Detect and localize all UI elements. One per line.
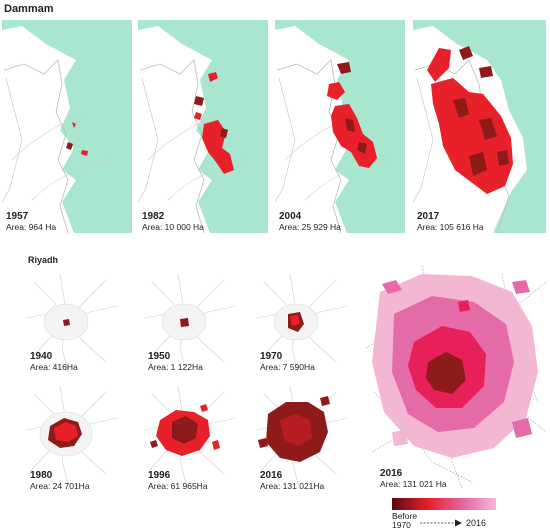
urban-patch <box>337 62 351 74</box>
urban-patch <box>63 319 70 326</box>
legend-start-label: Before 1970 <box>392 511 418 530</box>
riyadh-title: Riyadh <box>28 255 59 265</box>
riyadh-map-1950: 1950 Area: 1 122Ha <box>138 268 242 374</box>
area-label: Area: 7 590Ha <box>260 362 315 372</box>
sea-area <box>2 20 132 233</box>
coastline <box>276 59 342 233</box>
urban-patch <box>172 416 198 444</box>
area-label: Area: 10 000 Ha <box>142 222 204 232</box>
legend-gradient-bar <box>392 498 496 510</box>
urban-patch <box>357 142 367 154</box>
urban-patch <box>212 440 220 450</box>
urban-patch <box>320 396 330 406</box>
urban-patch <box>331 104 377 168</box>
urban-patch <box>458 300 470 312</box>
area-label: Area: 61 965Ha <box>148 481 208 491</box>
dammam-title: Dammam <box>4 3 54 15</box>
dammam-map-2004: 2004 Area: 25 929 Ha <box>275 20 405 233</box>
urban-patch <box>220 128 228 138</box>
urban-patch <box>469 152 487 176</box>
year-label: 1980 <box>30 470 53 481</box>
urban-patch <box>479 66 493 78</box>
coastline <box>139 59 205 233</box>
urban-patch <box>66 142 73 150</box>
area-label: Area: 131 021Ha <box>260 481 325 491</box>
year-label: 1996 <box>148 470 171 481</box>
road <box>147 115 249 201</box>
year-label: 1970 <box>260 351 283 362</box>
boundary <box>2 77 23 203</box>
urban-patch <box>266 402 328 462</box>
urban-patch <box>72 122 76 128</box>
urban-patch <box>459 46 473 60</box>
year-label: 2016 <box>260 470 283 481</box>
urban-patch <box>194 96 204 106</box>
riyadh-map-1940: 1940 Area: 416Ha <box>20 268 124 374</box>
urban-patch <box>54 422 78 442</box>
area-label: Area: 131 021 Ha <box>380 479 447 489</box>
urban-extent-1970 <box>426 352 466 394</box>
urban-patch <box>431 78 513 194</box>
arrow-right-icon <box>420 519 462 527</box>
riyadh-map-1970: 1970 Area: 7 590Ha <box>250 268 354 374</box>
coastline <box>3 59 69 233</box>
riyadh-map-2016: 2016 Area: 131 021Ha <box>250 380 354 492</box>
urban-patch <box>202 120 234 174</box>
area-label: Area: 24 701Ha <box>30 481 90 491</box>
urban-patch <box>382 280 402 294</box>
urban-patch <box>200 404 208 412</box>
riyadh-map-2016-large: 2016 Area: 131 021 Ha <box>362 262 548 490</box>
urban-patch <box>150 440 158 448</box>
urban-patch <box>427 48 451 82</box>
year-label: 2016 <box>380 468 403 479</box>
urban-patch <box>280 414 312 446</box>
urban-patch <box>208 72 218 82</box>
urban-patch <box>81 150 88 156</box>
sea-area <box>413 20 546 233</box>
year-label: 1940 <box>30 351 53 362</box>
sea-area <box>138 20 268 233</box>
road <box>11 115 113 201</box>
urban-patch <box>479 118 497 140</box>
urban-patch <box>258 438 268 448</box>
year-label: 1950 <box>148 351 171 362</box>
urban-patch <box>194 112 202 120</box>
year-label: 2004 <box>279 211 302 222</box>
year-label: 1957 <box>6 211 29 222</box>
area-label: Area: 25 929 Ha <box>279 222 341 232</box>
urban-patch <box>290 315 300 326</box>
area-label: Area: 105 616 Ha <box>417 222 484 232</box>
area-label: Area: 1 122Ha <box>148 362 203 372</box>
year-label: 2017 <box>417 211 440 222</box>
riyadh-map-1980: 1980 Area: 24 701Ha <box>20 380 124 492</box>
boundary <box>413 77 434 203</box>
dammam-map-1982: 1982 Area: 10 000 Ha <box>138 20 268 233</box>
boundary <box>138 77 159 203</box>
area-label: Area: 964 Ha <box>6 222 57 232</box>
year-label: 1982 <box>142 211 165 222</box>
urban-patch <box>392 430 408 446</box>
dammam-map-1957: 1957 Area: 964 Ha <box>2 20 132 233</box>
urban-patch <box>180 318 189 327</box>
urban-patch <box>453 98 469 118</box>
urban-patch <box>345 118 355 132</box>
urban-patch <box>512 418 532 438</box>
legend-end-label: 2016 <box>466 518 487 528</box>
urban-patch <box>497 150 509 166</box>
legend: Before 1970 2016 <box>392 498 502 530</box>
boundary <box>275 77 296 203</box>
urban-patch <box>512 280 530 294</box>
riyadh-map-1996: 1996 Area: 61 965Ha <box>138 380 242 492</box>
dammam-map-2017: 2017 Area: 105 616 Ha <box>413 20 546 233</box>
area-label: Area: 416Ha <box>30 362 78 372</box>
urban-patch <box>327 82 345 100</box>
